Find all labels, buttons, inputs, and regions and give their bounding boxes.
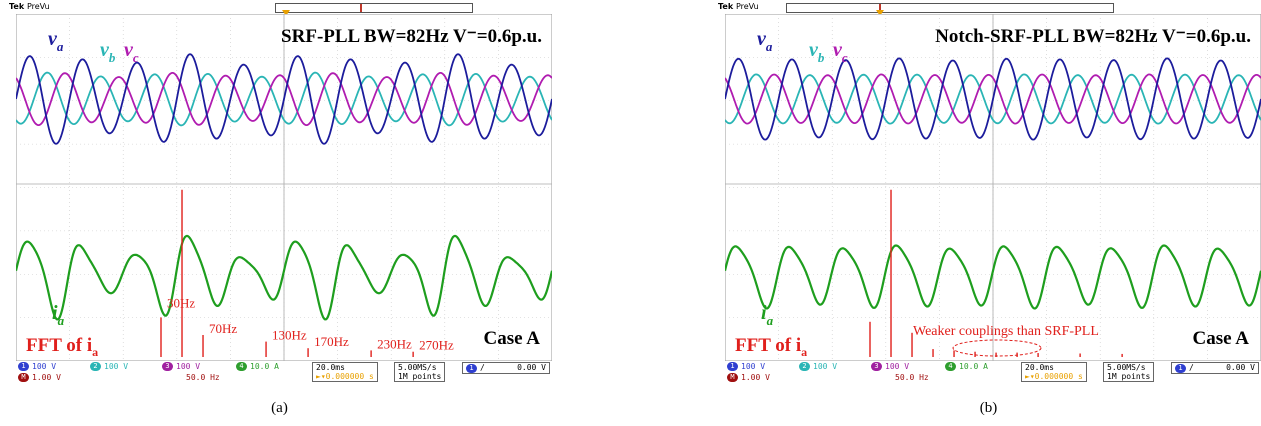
trigger-box: 1 ∕ 0.00 V: [462, 362, 550, 374]
label-vc: vc: [833, 39, 848, 65]
ch2-scale: 2 100 V: [90, 362, 128, 371]
trace-ia: [725, 244, 1261, 310]
case-label: Case A: [1193, 328, 1250, 349]
tek-logo: Tek PreVu: [9, 2, 50, 11]
trace-vc: [725, 73, 1261, 125]
record-position-bar: [275, 3, 473, 13]
oscilloscope-screen-a: 30Hz 70Hz 130Hz 170Hz 230Hz 270Hz va vb vc ia SRF-…: [16, 14, 552, 361]
label-va: va: [757, 28, 773, 54]
oscilloscope-screen-b: va vb vc ia Notch-SRF-PLL BW=82Hz V⁻=0.6p.u.…: [725, 14, 1261, 361]
ch4-scale: 4 10.0 A: [236, 362, 279, 371]
fft-peak-label: 170Hz: [314, 334, 349, 349]
ch1-scale: 1 100 V: [727, 362, 765, 371]
record-position-bar: [786, 3, 1114, 13]
label-vc: vc: [124, 39, 139, 65]
chart-title: SRF-PLL BW=82Hz V⁻=0.6p.u.: [281, 26, 542, 47]
sample-rate-box: 5.00MS/s 1M points: [394, 362, 446, 382]
annotation-ellipse: [952, 339, 1042, 357]
timebase-box: 20.0ms ►▾0.000000 s: [1021, 362, 1087, 382]
scope-panel-a: Tek PreVu 30Hz 70Hz 130Hz 170Hz 230Hz 270Hz va…: [7, 0, 552, 426]
fft-label: FFT of ia: [735, 335, 807, 359]
trigger-position-marker: [282, 10, 290, 16]
math-span: 50.0 Hz: [186, 373, 220, 382]
scope-panel-b: Tek PreVu va vb vc ia Notch-SRF-PLL BW=82Hz …: [716, 0, 1261, 426]
math-span: 50.0 Hz: [895, 373, 929, 382]
sample-rate-box: 5.00MS/s 1M points: [1103, 362, 1155, 382]
trace-ia: [16, 234, 552, 321]
trigger-box: 1 ∕ 0.00 V: [1171, 362, 1259, 374]
label-ia: ia: [52, 302, 65, 328]
fft-peak-label: 230Hz: [377, 336, 412, 351]
label-va: va: [48, 28, 64, 54]
status-bar-a: 1 100 V 2 100 V 3 100 V 4 10.0 A M 1.00 V 50.…: [16, 362, 552, 384]
scope-header: Tek PreVu: [716, 0, 1261, 16]
tek-logo: Tek PreVu: [718, 2, 759, 11]
chart-title: Notch-SRF-PLL BW=82Hz V⁻=0.6p.u.: [935, 26, 1251, 47]
fft-peak-label: 70Hz: [209, 321, 237, 336]
fft-peak-label: 130Hz: [272, 328, 307, 343]
trace-vb: [16, 71, 552, 127]
ch1-scale: 1 100 V: [18, 362, 56, 371]
ch3-scale: 3 100 V: [162, 362, 200, 371]
label-ia: ia: [761, 302, 774, 328]
case-label: Case A: [484, 328, 541, 349]
label-vb: vb: [100, 39, 116, 65]
timebase-box: 20.0ms ►▾0.000000 s: [312, 362, 378, 382]
trace-va: [16, 53, 552, 145]
scope-header: Tek PreVu: [7, 0, 552, 16]
ch4-scale: 4 10.0 A: [945, 362, 988, 371]
trace-vb: [725, 73, 1261, 125]
ch3-scale: 3 100 V: [871, 362, 909, 371]
panel-caption-b: (b): [979, 400, 998, 416]
annotation-text: Weaker couplings than SRF-PLL: [913, 324, 1099, 339]
status-bar-b: 1 100 V 2 100 V 3 100 V 4 10.0 A M 1.00 V 50.…: [725, 362, 1261, 384]
fft-label: FFT of ia: [26, 335, 98, 359]
trace-va: [725, 57, 1261, 141]
trigger-position-marker: [876, 10, 884, 16]
label-vb: vb: [809, 39, 825, 65]
fft-peak-label: 270Hz: [419, 338, 454, 353]
panel-caption-a: (a): [271, 400, 288, 416]
math-scale: M 1.00 V: [18, 373, 61, 382]
math-scale: M 1.00 V: [727, 373, 770, 382]
fft-spectrum: 30Hz 70Hz 130Hz 170Hz 230Hz 270Hz: [160, 189, 454, 357]
fft-peak-label: 30Hz: [167, 295, 195, 310]
trace-vc: [16, 72, 552, 126]
ch2-scale: 2 100 V: [799, 362, 837, 371]
